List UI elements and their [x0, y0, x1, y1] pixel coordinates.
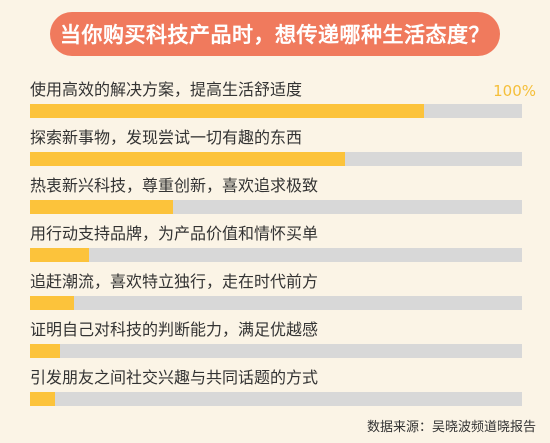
bar [30, 248, 89, 262]
bar-track [30, 200, 522, 214]
bar [30, 104, 424, 118]
bar-track [30, 344, 522, 358]
bar [30, 152, 345, 166]
bar-label: 证明自己对科技的判断能力，满足优越感 [30, 320, 319, 339]
bar [30, 200, 173, 214]
bar-label: 使用高效的解决方案，提高生活舒适度 [30, 80, 303, 99]
bar-track [30, 152, 522, 166]
bar-track [30, 392, 522, 406]
bar-label: 追赶潮流，喜欢特立独行，走在时代前方 [30, 272, 319, 291]
bar [30, 296, 74, 310]
bar-label: 用行动支持品牌，为产品价值和情怀买单 [30, 224, 319, 243]
bar-track [30, 296, 522, 310]
axis-max-label: 100% [493, 82, 536, 100]
bar-label: 引发朋友之间社交兴趣与共同话题的方式 [30, 368, 319, 387]
bar-label: 热衷新兴科技，尊重创新，喜欢追求极致 [30, 176, 319, 195]
bar [30, 392, 55, 406]
bar-track [30, 248, 522, 262]
bar-track [30, 104, 522, 118]
chart-title: 当你购买科技产品时，想传递哪种生活态度？ [50, 12, 500, 56]
bar-label: 探索新事物，发现尝试一切有趣的东西 [30, 128, 303, 147]
source-note: 数据来源：吴晓波频道晓报告 [366, 420, 536, 435]
bar [30, 344, 60, 358]
